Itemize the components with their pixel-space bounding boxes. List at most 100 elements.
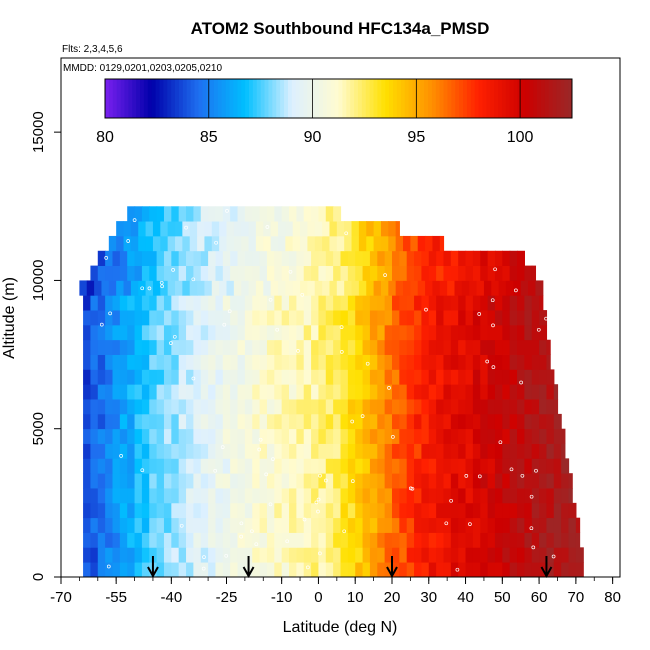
heatmap-cell bbox=[127, 354, 136, 370]
heatmap-cell bbox=[502, 339, 511, 355]
sample-marker bbox=[160, 284, 164, 289]
heatmap-cell bbox=[531, 488, 540, 504]
heatmap-cell bbox=[86, 280, 95, 296]
heatmap-cell bbox=[436, 562, 445, 577]
heatmap-cell bbox=[200, 354, 209, 370]
heatmap-cell bbox=[193, 413, 202, 430]
heatmap-cell bbox=[266, 473, 275, 489]
heatmap-cell bbox=[189, 280, 198, 296]
heatmap-cell bbox=[333, 428, 342, 444]
heatmap-cell bbox=[329, 221, 338, 237]
heatmap-cell bbox=[336, 221, 345, 237]
heatmap-cell bbox=[127, 295, 136, 311]
heatmap-cell bbox=[163, 458, 172, 474]
heatmap-cell bbox=[244, 443, 253, 459]
heatmap-cell bbox=[237, 562, 246, 577]
heatmap-cell bbox=[259, 443, 268, 459]
colorbar-swatch bbox=[365, 79, 371, 118]
heatmap-cell bbox=[274, 265, 283, 281]
heatmap-cell bbox=[200, 369, 209, 385]
heatmap-cell bbox=[83, 502, 92, 519]
heatmap-cell bbox=[421, 339, 430, 355]
heatmap-cell bbox=[303, 562, 312, 577]
heatmap-cell bbox=[553, 517, 562, 533]
heatmap-cell bbox=[333, 458, 342, 474]
heatmap-cell bbox=[123, 235, 132, 252]
heatmap-cell bbox=[561, 547, 570, 563]
heatmap-cell bbox=[163, 265, 172, 281]
heatmap-cell bbox=[127, 206, 136, 222]
heatmap-cell bbox=[465, 502, 474, 519]
heatmap-cell bbox=[480, 428, 489, 444]
heatmap-cell bbox=[546, 428, 555, 444]
heatmap-cell bbox=[90, 517, 99, 533]
heatmap-cell bbox=[208, 339, 217, 355]
heatmap-cell bbox=[281, 488, 290, 504]
heatmap-cell bbox=[237, 339, 246, 355]
heatmap-cell bbox=[333, 369, 342, 385]
heatmap-cell bbox=[480, 517, 489, 533]
heatmap-cell bbox=[119, 458, 128, 474]
heatmap-cell bbox=[226, 235, 235, 252]
profile-arrow-head bbox=[147, 566, 159, 579]
heatmap-cell bbox=[119, 354, 128, 370]
heatmap-cell bbox=[112, 354, 121, 370]
heatmap-cell bbox=[406, 324, 415, 341]
heatmap-cell bbox=[105, 488, 114, 504]
heatmap-cell bbox=[266, 443, 275, 459]
heatmap-cell bbox=[428, 473, 437, 489]
x-tick-label: 30 bbox=[420, 589, 437, 606]
heatmap-cell bbox=[200, 532, 209, 548]
colorbar-swatch bbox=[272, 79, 277, 118]
heatmap-cell bbox=[105, 354, 114, 370]
heatmap-cell bbox=[141, 295, 150, 311]
heatmap-cell bbox=[156, 473, 165, 489]
heatmap-cell bbox=[83, 428, 92, 444]
heatmap-cell bbox=[90, 532, 99, 548]
heatmap-cell bbox=[472, 295, 481, 311]
heatmap-cell bbox=[458, 339, 467, 355]
heatmap-cell bbox=[362, 532, 371, 548]
heatmap-cell bbox=[163, 428, 172, 444]
heatmap-cell bbox=[252, 562, 261, 577]
heatmap-cell bbox=[436, 458, 445, 474]
heatmap-cell bbox=[325, 384, 334, 400]
heatmap-cell bbox=[494, 428, 503, 444]
heatmap-cell bbox=[266, 369, 275, 385]
heatmap-cell bbox=[399, 369, 408, 385]
heatmap-cell bbox=[406, 488, 415, 504]
heatmap-cell bbox=[377, 547, 386, 563]
heatmap-cell bbox=[531, 443, 540, 459]
heatmap-cell bbox=[553, 384, 559, 400]
heatmap-cell bbox=[130, 221, 139, 237]
heatmap-cell bbox=[458, 562, 467, 577]
heatmap-cell bbox=[318, 413, 327, 430]
heatmap-cell bbox=[561, 443, 566, 459]
heatmap-cell bbox=[333, 206, 342, 222]
heatmap-cell bbox=[384, 413, 393, 430]
heatmap-cell bbox=[197, 280, 206, 296]
profile-arrow-head bbox=[540, 566, 553, 579]
heatmap-cell bbox=[414, 488, 423, 504]
heatmap-cell bbox=[524, 399, 533, 415]
heatmap-cell bbox=[141, 399, 150, 415]
heatmap-cell bbox=[487, 354, 496, 370]
heatmap-cell bbox=[193, 384, 202, 400]
heatmap-cell bbox=[414, 473, 423, 489]
heatmap-cell bbox=[531, 413, 540, 430]
heatmap-cell bbox=[546, 369, 555, 385]
heatmap-cell bbox=[318, 488, 327, 504]
heatmap-cell bbox=[539, 399, 548, 415]
heatmap-cell bbox=[531, 502, 540, 519]
heatmap-cell bbox=[369, 473, 378, 489]
heatmap-cell bbox=[561, 473, 570, 489]
colorbar-swatch bbox=[552, 79, 557, 118]
heatmap-cell bbox=[428, 517, 437, 533]
heatmap-cell bbox=[127, 517, 136, 533]
heatmap-cell bbox=[458, 458, 467, 474]
heatmap-cell bbox=[252, 443, 261, 459]
heatmap-cell bbox=[425, 235, 434, 252]
dates-subtitle: MMDD: 0129,0201,0203,0205,0210 bbox=[63, 63, 222, 74]
heatmap-cell bbox=[105, 265, 114, 281]
heatmap-cell bbox=[369, 562, 378, 577]
